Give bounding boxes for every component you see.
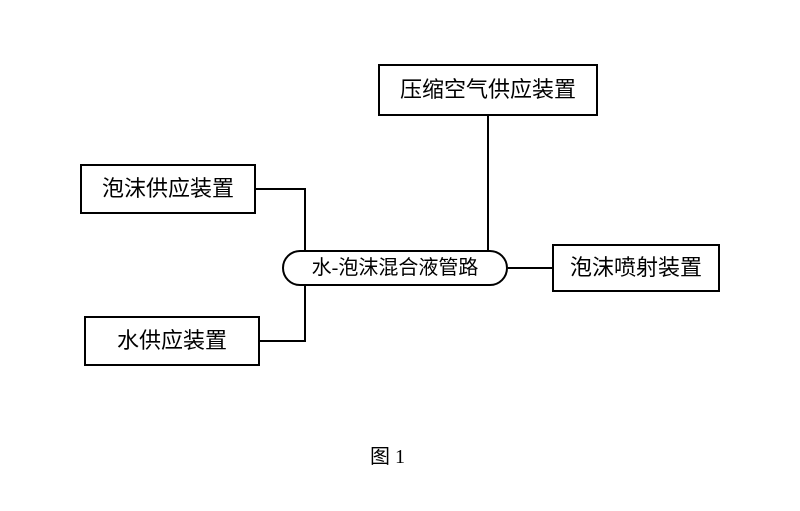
node-water-supply: 水供应装置 <box>84 316 260 366</box>
edge-air-to-pipe <box>487 116 489 250</box>
node-label: 压缩空气供应装置 <box>400 77 576 103</box>
figure-caption: 图 1 <box>370 440 405 469</box>
node-label: 水-泡沫混合液管路 <box>312 256 479 280</box>
node-compressed-air: 压缩空气供应装置 <box>378 64 598 116</box>
diagram-canvas: 压缩空气供应装置 泡沫供应装置 水供应装置 水-泡沫混合液管路 泡沫喷射装置 图… <box>0 0 800 511</box>
caption-text: 图 1 <box>370 446 405 468</box>
node-foam-spray: 泡沫喷射装置 <box>552 244 720 292</box>
edge-water-to-pipe-h <box>260 340 306 342</box>
node-label: 水供应装置 <box>117 328 227 354</box>
node-label: 泡沫供应装置 <box>102 176 234 202</box>
node-foam-supply: 泡沫供应装置 <box>80 164 256 214</box>
edge-foam-to-pipe-h <box>256 188 306 190</box>
edge-foam-to-pipe-v <box>304 188 306 250</box>
edge-water-to-pipe-v <box>304 286 306 342</box>
edge-pipe-to-spray <box>508 267 552 269</box>
node-label: 泡沫喷射装置 <box>570 255 702 281</box>
node-mix-pipe: 水-泡沫混合液管路 <box>282 250 508 286</box>
